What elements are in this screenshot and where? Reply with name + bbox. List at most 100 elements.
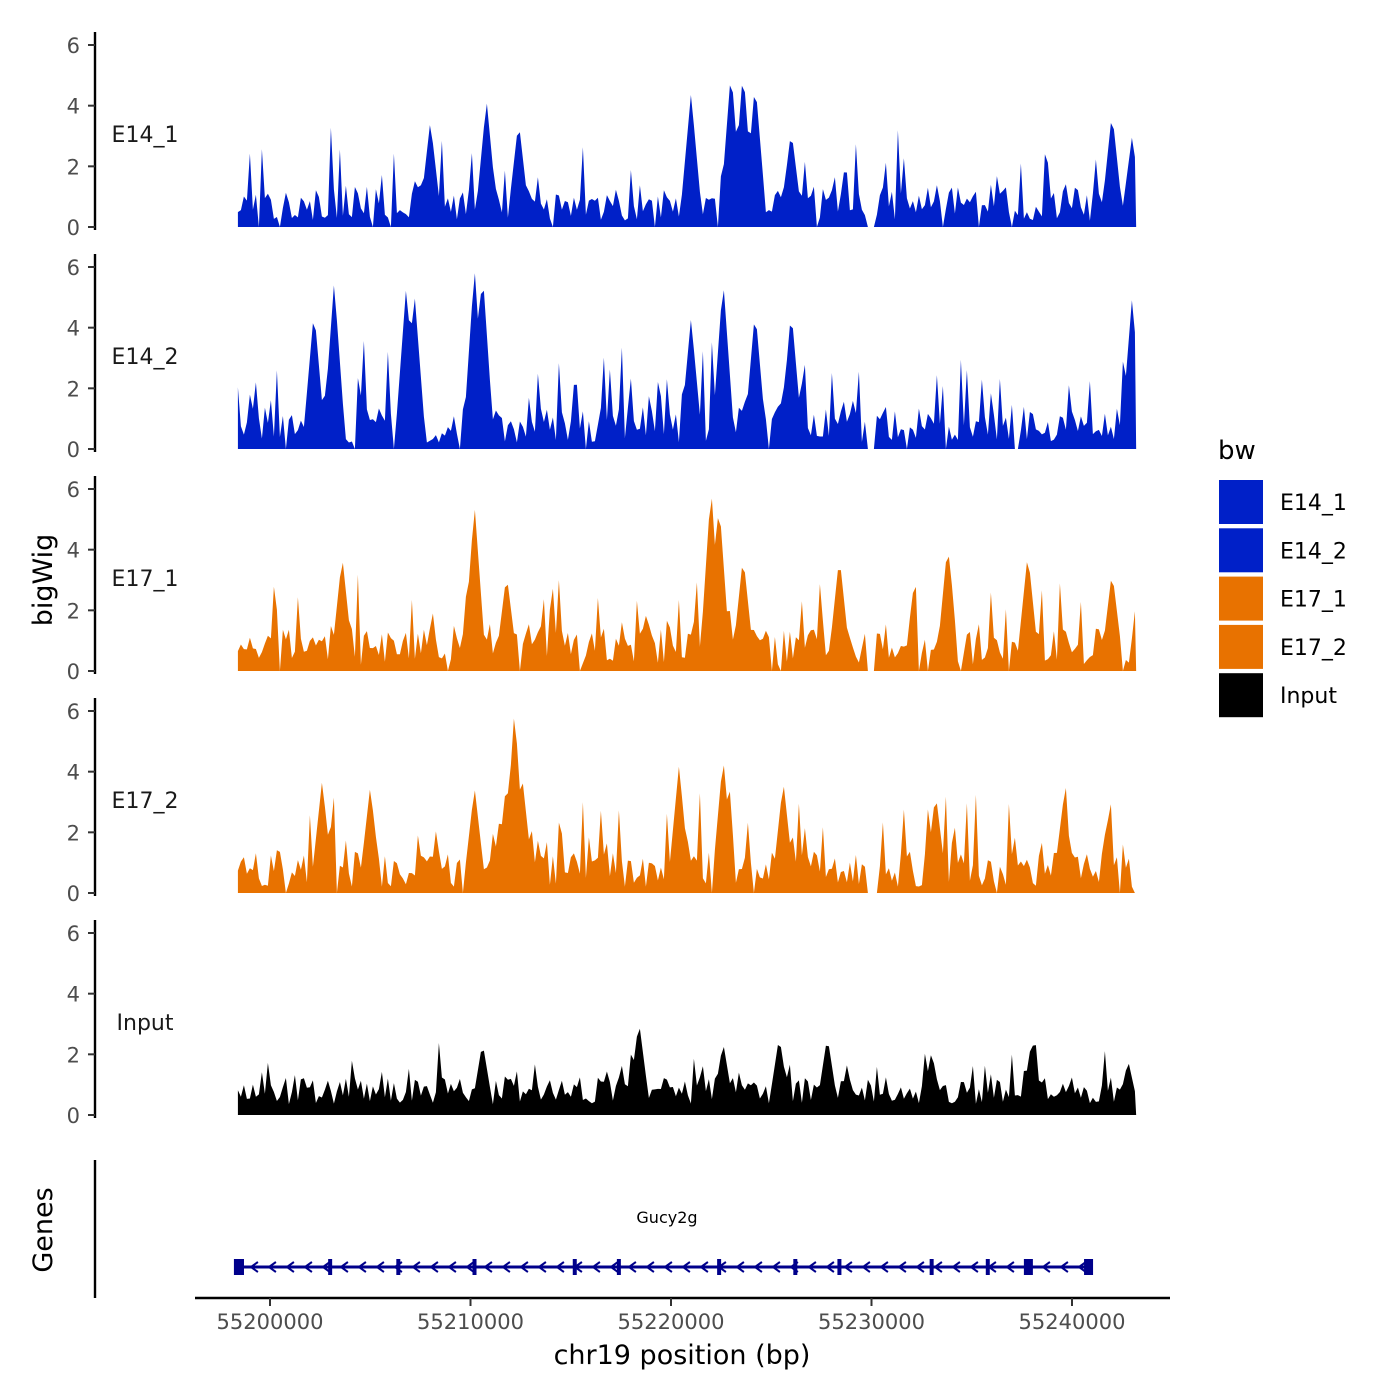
strand-arrow — [969, 1261, 979, 1273]
strand-arrow — [1059, 1261, 1069, 1273]
strand-arrow — [357, 1261, 367, 1273]
strand-arrow — [519, 1261, 529, 1273]
strand-arrow — [771, 1261, 781, 1273]
signal-area-input — [237, 1028, 1137, 1115]
strand-arrow — [375, 1261, 385, 1273]
strand-arrow — [555, 1261, 565, 1273]
strand-arrow — [609, 1261, 619, 1273]
strand-arrow — [825, 1261, 835, 1273]
y-tick-label: 4 — [67, 317, 80, 341]
x-tick-label: 55230000 — [818, 1310, 925, 1334]
legend-swatch — [1219, 576, 1263, 621]
y-tick-label: 4 — [67, 761, 80, 785]
strand-arrow — [843, 1261, 853, 1273]
legend-label: E14_2 — [1280, 539, 1347, 564]
track-label: E17_2 — [112, 789, 179, 814]
strand-arrow — [717, 1261, 727, 1273]
strand-arrow — [321, 1261, 331, 1273]
gene-exon — [837, 1259, 842, 1275]
legend-swatch — [1219, 480, 1263, 524]
y-tick-label: 6 — [67, 700, 80, 724]
signal-area-e17-2 — [237, 718, 1137, 893]
strand-arrow — [591, 1261, 601, 1273]
track-e14-1: 0 2 4 6 E14_1 — [67, 32, 1137, 240]
tracks-group: 0 2 4 6 E14_1 0 2 4 6 E14_2 0 2 4 6 E17_1 0 2 4 6 E17_2 0 2 4 6… — [67, 32, 1137, 1128]
strand-arrow — [501, 1261, 511, 1273]
y-tick-label: 0 — [67, 1104, 80, 1128]
strand-arrow — [1077, 1261, 1087, 1273]
strand-arrow — [429, 1261, 439, 1273]
gene-exon — [929, 1259, 934, 1275]
y-tick-label: 2 — [67, 599, 80, 623]
gene-exon — [1084, 1259, 1094, 1275]
strand-arrow — [879, 1261, 889, 1273]
legend-entry-input: Input — [1219, 673, 1337, 718]
strand-arrow — [735, 1261, 745, 1273]
strand-arrow — [861, 1261, 871, 1273]
y-axis-title: bigWig — [28, 534, 59, 627]
strand-arrow — [663, 1261, 673, 1273]
y-tick-label: 4 — [67, 983, 80, 1007]
x-tick-label: 55210000 — [417, 1310, 524, 1334]
legend-label: E17_1 — [1280, 588, 1347, 613]
legend-entry-e17-1: E17_1 — [1219, 576, 1347, 621]
strand-arrow — [483, 1261, 493, 1273]
legend-swatch — [1219, 624, 1263, 669]
x-tick-label: 55240000 — [1019, 1310, 1126, 1334]
legend-label: Input — [1280, 684, 1337, 709]
strand-arrow — [285, 1261, 295, 1273]
y-tick-label: 2 — [67, 1043, 80, 1067]
y-tick-label: 6 — [67, 34, 80, 58]
track-label: E14_1 — [112, 123, 179, 148]
y-tick-label: 4 — [67, 539, 80, 563]
legend-entry-e14-1: E14_1 — [1219, 480, 1347, 524]
signal-area-e17-1 — [237, 498, 1137, 671]
genes-track: Gucy2g — [93, 1160, 1094, 1298]
legend-label: E14_1 — [1280, 491, 1347, 516]
y-tick-label: 0 — [67, 438, 80, 462]
strand-arrow — [645, 1261, 655, 1273]
y-tick-label: 2 — [67, 821, 80, 845]
strand-arrow — [987, 1261, 997, 1273]
legend-label: E17_2 — [1280, 636, 1347, 661]
gene-exon — [233, 1259, 244, 1275]
strand-arrow — [1041, 1261, 1051, 1273]
strand-arrow — [915, 1261, 925, 1273]
strand-arrow — [267, 1261, 277, 1273]
track-input: 0 2 4 6 Input — [67, 920, 1137, 1128]
legend: bw E14_1 E14_2 E17_1 E17_2 Input — [1218, 436, 1347, 718]
strand-arrow — [465, 1261, 475, 1273]
gene-exon — [396, 1259, 401, 1275]
x-axis-title: chr19 position (bp) — [554, 1340, 811, 1371]
strand-arrow — [1005, 1261, 1015, 1273]
signal-area-e14-2 — [237, 273, 1137, 449]
strand-arrow — [339, 1261, 349, 1273]
strand-arrow — [681, 1261, 691, 1273]
legend-entry-e17-2: E17_2 — [1219, 624, 1347, 669]
strand-arrow — [393, 1261, 403, 1273]
gene-gucy2g: Gucy2g — [233, 1208, 1094, 1275]
strand-arrow — [933, 1261, 943, 1273]
track-e14-2: 0 2 4 6 E14_2 — [67, 254, 1137, 462]
legend-entry-e14-2: E14_2 — [1219, 528, 1347, 573]
track-e17-2: 0 2 4 6 E17_2 — [67, 698, 1137, 906]
y-tick-label: 2 — [67, 377, 80, 401]
y-tick-label: 6 — [67, 478, 80, 502]
y-tick-label: 0 — [67, 216, 80, 240]
gene-name-label: Gucy2g — [636, 1208, 697, 1227]
track-e17-1: 0 2 4 6 E17_1 — [67, 476, 1137, 684]
strand-arrow — [897, 1261, 907, 1273]
x-axis: 55200000 55210000 55220000 55230000 55240000 — [195, 1296, 1170, 1334]
gene-exon — [616, 1259, 621, 1275]
gene-exon — [793, 1259, 798, 1275]
track-label: E14_2 — [112, 345, 179, 370]
gene-exon — [472, 1259, 477, 1275]
y-tick-label: 2 — [67, 155, 80, 179]
track-label: Input — [117, 1011, 174, 1036]
strand-arrow — [411, 1261, 421, 1273]
y-tick-label: 0 — [67, 660, 80, 684]
legend-swatch — [1219, 673, 1263, 718]
genes-axis-title: Genes — [28, 1187, 59, 1272]
y-tick-label: 0 — [67, 882, 80, 906]
